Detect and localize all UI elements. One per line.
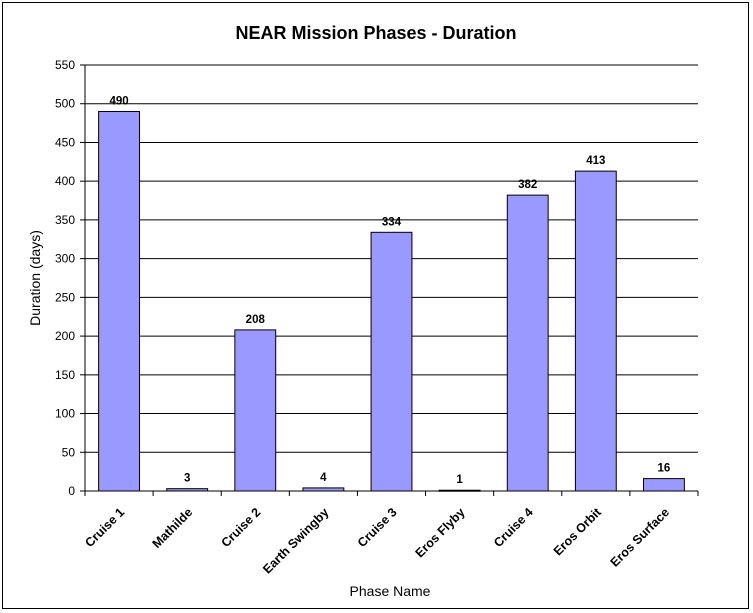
bar: [643, 478, 685, 492]
bar: [234, 329, 277, 492]
y-tick-label: 450: [55, 135, 75, 149]
data-label: 16: [658, 463, 671, 475]
x-tick-label: Cruise 3: [355, 505, 400, 550]
y-tick-label: 250: [55, 290, 75, 304]
x-axis-title: Phase Name: [350, 583, 431, 599]
x-tick-label: Cruise 1: [82, 505, 127, 550]
x-tick-label: Eros Flyby: [413, 505, 468, 560]
bar: [574, 170, 617, 492]
data-label: 4: [320, 472, 327, 484]
y-tick-label: 0: [68, 484, 75, 498]
data-labels: 490 3 208 4 334 1 382 413 16: [109, 95, 670, 486]
y-tick-label: 350: [55, 213, 75, 227]
axes: [84, 65, 698, 492]
y-tick-label: 100: [55, 407, 75, 421]
chart-title: NEAR Mission Phases - Duration: [235, 23, 516, 43]
y-tick-label: 400: [55, 174, 75, 188]
data-label: 382: [518, 179, 537, 191]
data-label: 1: [456, 474, 463, 486]
data-label: 334: [382, 216, 402, 228]
x-tick-label: Cruise 2: [219, 505, 264, 550]
y-tick-label: 550: [55, 58, 75, 72]
bar: [98, 110, 140, 492]
y-tick-label: 500: [55, 97, 75, 111]
y-tick-labels: 0 50 100 150 200 250 300 350 400 450 500 550: [55, 58, 75, 498]
bar: [370, 231, 413, 492]
y-tick-label: 300: [55, 252, 75, 266]
y-axis-title: Duration (days): [27, 230, 43, 326]
data-label: 413: [586, 155, 605, 167]
data-label: 3: [184, 473, 190, 485]
data-label: 490: [109, 95, 128, 107]
x-tick-label: Eros Orbit: [551, 505, 605, 559]
y-tick-label: 150: [55, 368, 75, 382]
x-tick-label: Mathilde: [150, 505, 196, 551]
bars: [98, 110, 685, 492]
x-tick-label: Cruise 4: [491, 505, 536, 550]
bar: [506, 194, 549, 492]
y-tick-label: 50: [62, 445, 76, 459]
y-tick-label: 200: [55, 329, 75, 343]
x-tick-label: Eros Surface: [608, 505, 672, 569]
x-tick-label: Earth Swingby: [260, 505, 331, 576]
data-label: 208: [246, 314, 266, 326]
